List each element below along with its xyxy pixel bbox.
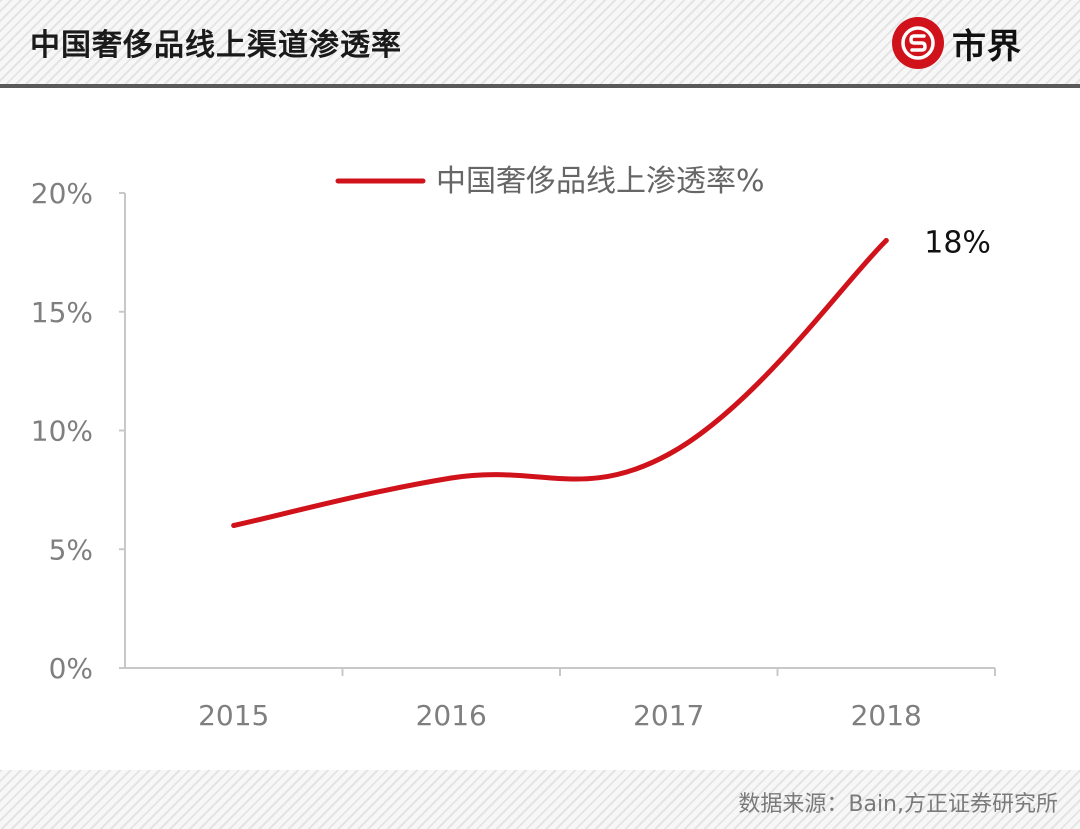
x-tick-label: 2015: [198, 699, 269, 732]
y-tick-label: 0%: [49, 652, 93, 685]
legend-label: 中国奢侈品线上渗透率%: [436, 164, 765, 199]
x-tick-label: 2018: [851, 699, 922, 732]
s-logo-icon: [892, 17, 944, 69]
header-divider: [0, 84, 1080, 88]
x-tick-label: 2017: [633, 699, 704, 732]
series-point: [448, 475, 454, 481]
y-tick-label: 5%: [49, 533, 93, 566]
x-tick-label: 2016: [416, 699, 487, 732]
brand-logo: 市界: [892, 15, 1022, 71]
brand-name: 市界: [952, 26, 1022, 67]
series-point: [666, 451, 672, 457]
source-note: 数据来源：Bain,方正证券研究所: [738, 792, 1058, 817]
line-chart: 0% 5% 10% 15% 20% 2015 2016 2017 2018 中国奢侈品线上渗透…: [31, 164, 996, 732]
y-tick-label: 15%: [31, 296, 93, 329]
y-tick-label: 10%: [31, 415, 93, 448]
series-point: [231, 523, 237, 528]
page-title: 中国奢侈品线上渠道渗透率: [30, 28, 402, 63]
series-line: [231, 238, 889, 528]
y-tick-label: 20%: [31, 177, 93, 210]
header-bar: 中国奢侈品线上渠道渗透率 市界: [0, 0, 1080, 84]
footer-bar: 数据来源：Bain,方正证券研究所: [0, 770, 1080, 829]
data-label: 18%: [924, 226, 991, 261]
series-point: [883, 238, 889, 243]
